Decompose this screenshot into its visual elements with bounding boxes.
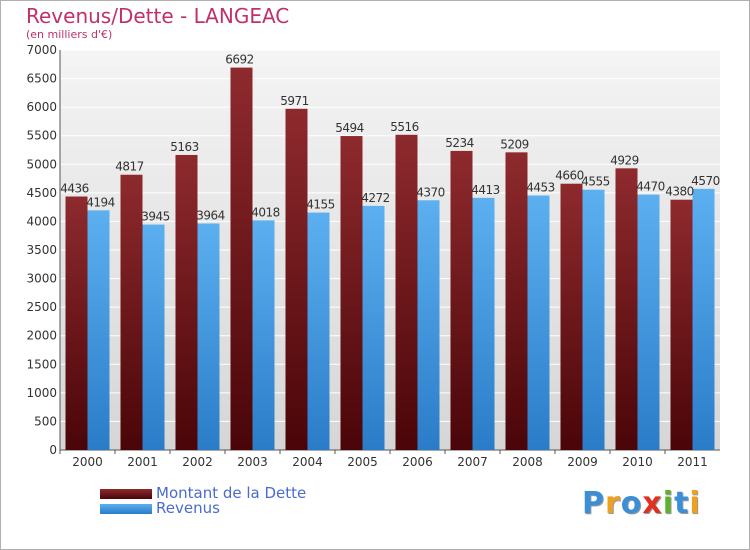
data-label-dette: 5234: [445, 136, 474, 150]
data-label-dette: 5163: [170, 140, 199, 154]
x-tick-label: 2011: [677, 455, 708, 469]
data-label-dette: 5494: [335, 121, 364, 135]
bar-revenus: [252, 220, 275, 450]
bar-revenus: [527, 195, 550, 450]
data-label-dette: 5209: [500, 137, 529, 151]
bar-dette: [505, 152, 528, 451]
logo-letter: P: [582, 486, 605, 521]
x-tick-label: 2003: [237, 455, 268, 469]
bar-revenus: [307, 212, 330, 450]
logo-letter: t: [674, 486, 690, 521]
y-tick-label: 6500: [26, 72, 57, 86]
bar-dette: [560, 183, 583, 450]
data-label-revenus: 4155: [306, 198, 335, 212]
data-label-dette: 4380: [665, 185, 694, 199]
legend-label-dette: Montant de la Dette: [156, 484, 307, 502]
data-label-dette: 5516: [390, 120, 419, 134]
legend-swatch-dette: [100, 489, 152, 499]
bar-dette: [230, 67, 253, 450]
bar-dette: [285, 108, 308, 451]
logo-letter: r: [605, 486, 621, 521]
bar-revenus: [87, 210, 110, 450]
data-label-revenus: 3945: [141, 210, 170, 224]
bar-revenus: [582, 189, 605, 450]
data-label-revenus: 4370: [416, 185, 445, 199]
data-label-revenus: 4194: [86, 195, 115, 209]
data-label-revenus: 4453: [526, 181, 555, 195]
data-label-dette: 4929: [610, 153, 639, 167]
legend-label-revenus: Revenus: [156, 499, 220, 517]
bar-dette: [65, 196, 88, 450]
data-label-revenus: 3964: [196, 208, 225, 222]
bar-dette: [670, 199, 693, 450]
x-tick-label: 2006: [402, 455, 433, 469]
y-tick-label: 4000: [26, 214, 57, 228]
x-tick-label: 2001: [127, 455, 158, 469]
x-tick-label: 2004: [292, 455, 323, 469]
x-tick-label: 2009: [567, 455, 598, 469]
chart-title: Revenus/Dette - LANGEAC: [26, 4, 290, 28]
y-tick-label: 3500: [26, 243, 57, 257]
data-label-dette: 4436: [60, 182, 89, 196]
x-tick-label: 2008: [512, 455, 543, 469]
bar-dette: [450, 150, 473, 450]
bar-dette: [395, 134, 418, 451]
logo-letter: i: [662, 486, 675, 521]
legend-swatch-revenus: [100, 504, 152, 514]
bar-revenus: [472, 197, 495, 450]
y-tick-label: 2500: [26, 300, 57, 314]
y-tick-label: 3000: [26, 272, 57, 286]
bar-dette: [615, 168, 638, 451]
y-tick-label: 0: [49, 443, 57, 457]
y-tick-label: 7000: [26, 43, 57, 57]
bar-revenus: [692, 188, 715, 450]
y-tick-label: 5000: [26, 157, 57, 171]
x-tick-label: 2002: [182, 455, 213, 469]
data-label-revenus: 4470: [636, 180, 665, 194]
bar-dette: [175, 154, 198, 450]
data-label-revenus: 4413: [471, 183, 500, 197]
logo-letter: i: [689, 486, 701, 521]
bar-revenus: [637, 194, 660, 450]
proxiti-logo: Proxiti: [582, 486, 701, 521]
y-tick-label: 1500: [26, 357, 57, 371]
data-label-revenus: 4555: [581, 175, 610, 189]
chart-subtitle: (en milliers d'€): [26, 28, 113, 41]
y-tick-label: 6000: [26, 100, 57, 114]
y-tick-label: 500: [34, 414, 57, 428]
bar-revenus: [362, 205, 385, 450]
y-tick-label: 2000: [26, 329, 57, 343]
data-label-dette: 6692: [225, 53, 254, 67]
logo-letter: x: [642, 486, 663, 521]
bar-revenus: [197, 223, 220, 450]
bar-revenus: [417, 200, 440, 450]
bar-revenus: [142, 224, 165, 450]
data-label-revenus: 4570: [691, 174, 720, 188]
y-tick-label: 1000: [26, 386, 57, 400]
y-tick-label: 4500: [26, 186, 57, 200]
bar-dette: [340, 136, 363, 451]
x-tick-label: 2010: [622, 455, 653, 469]
logo-letter: o: [620, 486, 643, 521]
x-tick-label: 2005: [347, 455, 378, 469]
data-label-dette: 4817: [115, 160, 144, 174]
y-tick-label: 5500: [26, 129, 57, 143]
data-label-dette: 4660: [555, 169, 584, 183]
data-label-dette: 5971: [280, 94, 309, 108]
x-tick-label: 2000: [72, 455, 103, 469]
data-label-revenus: 4018: [251, 205, 280, 219]
x-tick-label: 2007: [457, 455, 488, 469]
data-label-revenus: 4272: [361, 191, 390, 205]
bar-dette: [120, 174, 143, 450]
